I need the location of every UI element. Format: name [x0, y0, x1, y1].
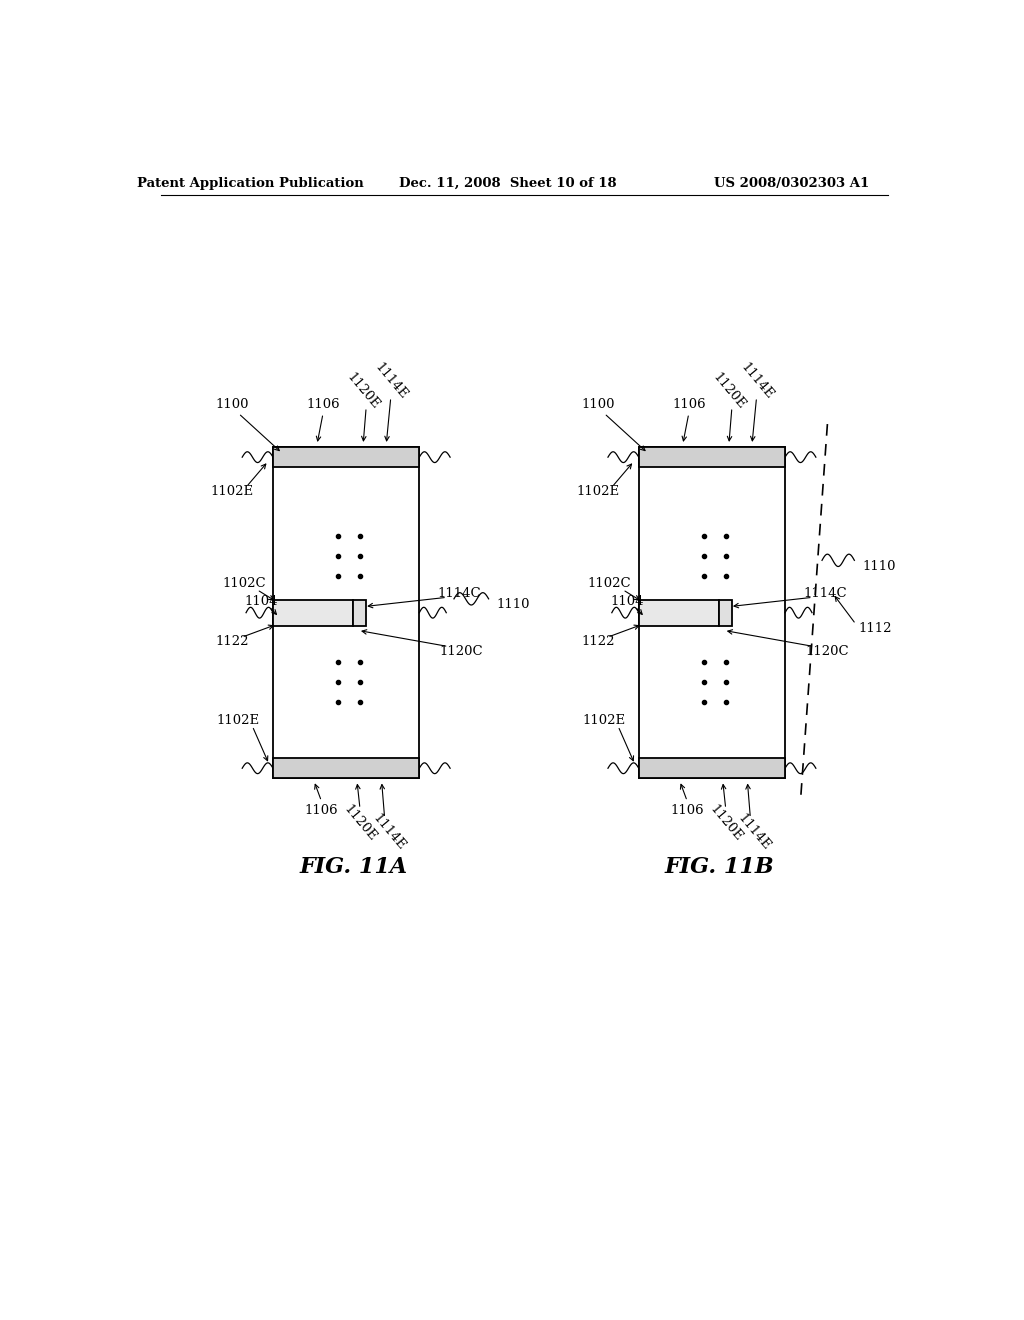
Text: 1120C: 1120C — [440, 644, 483, 657]
Bar — [639, 447, 785, 467]
Text: Dec. 11, 2008  Sheet 10 of 18: Dec. 11, 2008 Sheet 10 of 18 — [399, 177, 616, 190]
Text: 1100: 1100 — [215, 399, 249, 412]
Text: 1104: 1104 — [610, 595, 644, 609]
Text: FIG. 11B: FIG. 11B — [665, 855, 774, 878]
Text: 1100: 1100 — [582, 399, 614, 412]
Text: 1122: 1122 — [582, 635, 614, 648]
Text: 1114E: 1114E — [372, 360, 410, 403]
Text: 1122: 1122 — [215, 635, 249, 648]
Text: 1114C: 1114C — [803, 587, 847, 601]
Text: 1102C: 1102C — [222, 577, 265, 590]
Text: 1106: 1106 — [671, 804, 705, 817]
Text: 1102E: 1102E — [577, 486, 620, 499]
Bar — [273, 447, 419, 779]
Text: 1110: 1110 — [497, 598, 529, 611]
Bar — [639, 599, 719, 626]
Bar — [639, 447, 785, 779]
Text: 1114E: 1114E — [735, 812, 773, 853]
Text: 1114E: 1114E — [737, 360, 775, 403]
Text: 1120E: 1120E — [710, 371, 748, 412]
Text: 1104: 1104 — [245, 595, 279, 609]
Bar — [353, 599, 366, 626]
Text: 1120E: 1120E — [341, 803, 379, 843]
Text: 1120C: 1120C — [806, 644, 849, 657]
Text: Patent Application Publication: Patent Application Publication — [136, 177, 364, 190]
Text: 1112: 1112 — [858, 622, 892, 635]
Text: 1106: 1106 — [305, 804, 338, 817]
Text: 1114E: 1114E — [370, 812, 408, 853]
Text: 1114C: 1114C — [437, 587, 481, 601]
Text: FIG. 11A: FIG. 11A — [300, 855, 408, 878]
Text: 1102E: 1102E — [217, 714, 260, 727]
Text: 1110: 1110 — [862, 560, 896, 573]
Text: 1102C: 1102C — [588, 577, 632, 590]
Text: 1120E: 1120E — [344, 371, 382, 412]
Text: US 2008/0302303 A1: US 2008/0302303 A1 — [714, 177, 868, 190]
Text: 1106: 1106 — [306, 399, 340, 412]
Text: 1102E: 1102E — [211, 486, 254, 499]
Bar — [719, 599, 731, 626]
Text: 1106: 1106 — [672, 399, 706, 412]
Bar — [273, 599, 353, 626]
Text: 1120E: 1120E — [707, 803, 744, 843]
Bar — [273, 447, 419, 467]
Bar — [273, 758, 419, 779]
Bar — [639, 758, 785, 779]
Text: 1102E: 1102E — [583, 714, 626, 727]
